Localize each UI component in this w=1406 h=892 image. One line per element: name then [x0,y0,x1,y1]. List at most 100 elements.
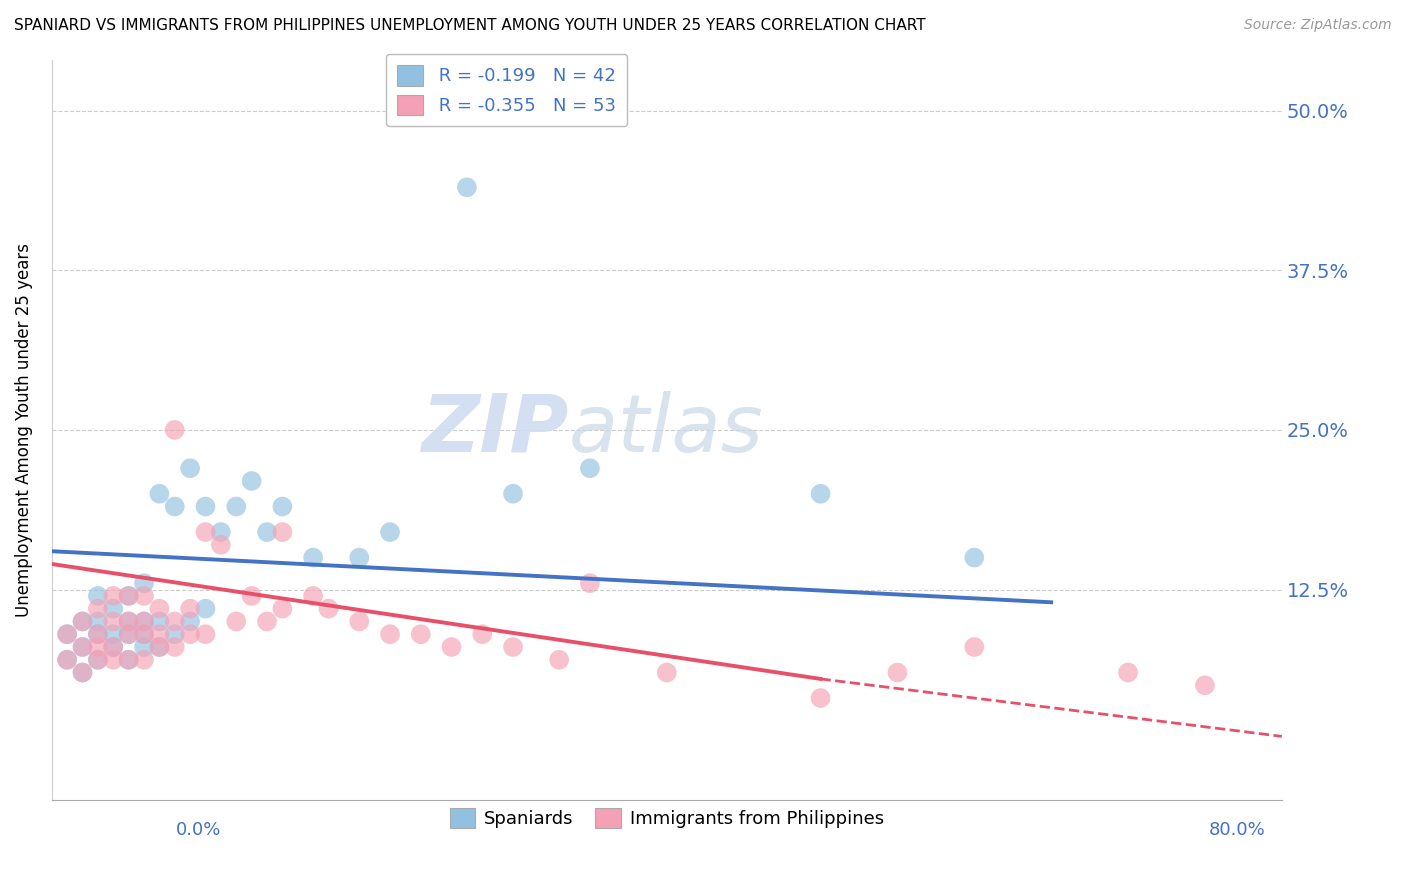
Point [87,640,110,654]
Point [117,589,139,603]
Point [56,653,79,667]
Point [87,627,110,641]
Point [117,653,139,667]
Point [886,665,908,680]
Point [132,627,155,641]
Point [810,691,832,706]
Point [194,500,217,514]
Point [87,627,110,641]
Point [256,524,278,539]
Point [117,615,139,629]
Point [117,627,139,641]
Point [72,665,94,680]
Text: Source: ZipAtlas.com: Source: ZipAtlas.com [1244,18,1392,32]
Point [132,589,155,603]
Point [349,615,371,629]
Point [440,640,463,654]
Point [810,487,832,501]
Point [87,601,110,615]
Point [132,615,155,629]
Point [132,576,155,591]
Point [194,627,217,641]
Point [1116,665,1139,680]
Point [194,601,217,615]
Point [579,461,602,475]
Point [163,615,186,629]
Point [117,615,139,629]
Point [56,627,79,641]
Point [132,653,155,667]
Point [302,550,325,565]
Point [87,615,110,629]
Point [72,640,94,654]
Point [132,615,155,629]
Point [103,640,125,654]
Text: 0.0%: 0.0% [176,821,221,838]
Point [225,500,247,514]
Point [87,653,110,667]
Point [163,500,186,514]
Point [132,627,155,641]
Text: atlas: atlas [568,391,763,469]
Point [655,665,678,680]
Point [225,615,247,629]
Point [72,615,94,629]
Point [271,601,294,615]
Point [209,538,232,552]
Point [1194,678,1216,692]
Y-axis label: Unemployment Among Youth under 25 years: Unemployment Among Youth under 25 years [15,243,32,617]
Point [240,474,263,488]
Point [179,601,201,615]
Point [103,615,125,629]
Point [194,524,217,539]
Legend: Spaniards, Immigrants from Philippines: Spaniards, Immigrants from Philippines [443,800,891,836]
Point [179,627,201,641]
Point [302,589,325,603]
Point [103,640,125,654]
Point [271,500,294,514]
Point [502,487,524,501]
Point [117,627,139,641]
Point [148,487,170,501]
Text: 80.0%: 80.0% [1209,821,1265,838]
Point [148,627,170,641]
Point [548,653,571,667]
Point [963,550,986,565]
Point [103,601,125,615]
Point [240,589,263,603]
Point [256,615,278,629]
Point [56,653,79,667]
Point [456,180,478,194]
Point [103,627,125,641]
Point [409,627,432,641]
Text: ZIP: ZIP [420,391,568,469]
Point [148,640,170,654]
Point [148,615,170,629]
Point [318,601,340,615]
Point [271,524,294,539]
Point [87,589,110,603]
Point [179,461,201,475]
Point [378,524,401,539]
Point [163,627,186,641]
Point [103,653,125,667]
Point [56,627,79,641]
Point [72,640,94,654]
Point [72,615,94,629]
Point [103,589,125,603]
Point [72,665,94,680]
Point [579,576,602,591]
Point [209,524,232,539]
Point [87,653,110,667]
Point [471,627,494,641]
Point [163,640,186,654]
Point [117,589,139,603]
Text: SPANIARD VS IMMIGRANTS FROM PHILIPPINES UNEMPLOYMENT AMONG YOUTH UNDER 25 YEARS : SPANIARD VS IMMIGRANTS FROM PHILIPPINES … [14,18,925,33]
Point [502,640,524,654]
Point [117,653,139,667]
Point [148,640,170,654]
Point [163,423,186,437]
Point [148,601,170,615]
Point [349,550,371,565]
Point [378,627,401,641]
